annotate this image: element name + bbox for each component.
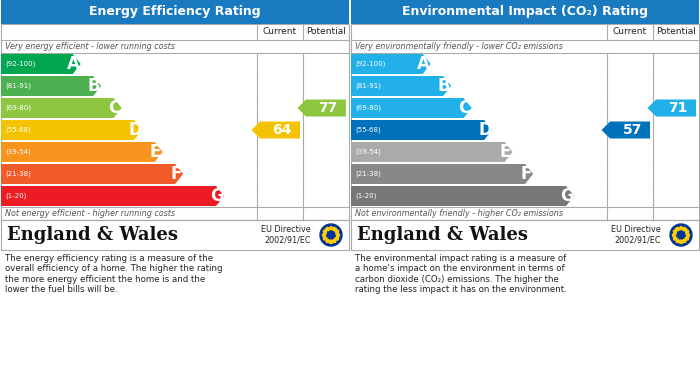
Polygon shape bbox=[682, 239, 687, 243]
Polygon shape bbox=[686, 233, 690, 237]
Text: 64: 64 bbox=[272, 123, 292, 137]
Text: Potential: Potential bbox=[306, 27, 346, 36]
Text: C: C bbox=[458, 99, 471, 117]
Polygon shape bbox=[1, 164, 183, 184]
Text: Very energy efficient - lower running costs: Very energy efficient - lower running co… bbox=[5, 42, 175, 51]
Text: (39-54): (39-54) bbox=[355, 149, 381, 155]
Text: 57: 57 bbox=[622, 123, 642, 137]
Polygon shape bbox=[673, 236, 677, 240]
Circle shape bbox=[670, 224, 692, 246]
Text: D: D bbox=[128, 121, 142, 139]
Circle shape bbox=[320, 224, 342, 246]
Text: E: E bbox=[150, 143, 161, 161]
Text: Very environmentally friendly - lower CO₂ emissions: Very environmentally friendly - lower CO… bbox=[355, 42, 563, 51]
Text: Energy Efficiency Rating: Energy Efficiency Rating bbox=[89, 5, 261, 18]
Text: (1-20): (1-20) bbox=[5, 193, 27, 199]
Text: (39-54): (39-54) bbox=[5, 149, 31, 155]
Polygon shape bbox=[323, 236, 327, 240]
Polygon shape bbox=[351, 186, 574, 206]
Text: C: C bbox=[108, 99, 121, 117]
Text: England & Wales: England & Wales bbox=[7, 226, 178, 244]
Text: F: F bbox=[520, 165, 532, 183]
Polygon shape bbox=[1, 120, 142, 140]
Polygon shape bbox=[335, 236, 339, 240]
Polygon shape bbox=[298, 99, 346, 117]
Text: (1-20): (1-20) bbox=[355, 193, 377, 199]
Text: G: G bbox=[210, 187, 224, 205]
Bar bbox=[1, 0, 349, 24]
Polygon shape bbox=[251, 122, 300, 138]
Polygon shape bbox=[329, 240, 333, 244]
Polygon shape bbox=[323, 230, 327, 233]
Bar bbox=[351, 0, 699, 24]
Polygon shape bbox=[326, 239, 330, 243]
Polygon shape bbox=[601, 122, 650, 138]
Text: (69-80): (69-80) bbox=[355, 105, 381, 111]
Text: B: B bbox=[88, 77, 101, 95]
Bar bbox=[351, 220, 699, 250]
Polygon shape bbox=[351, 76, 452, 96]
Text: (92-100): (92-100) bbox=[355, 61, 386, 67]
Polygon shape bbox=[679, 240, 683, 244]
Text: F: F bbox=[170, 165, 182, 183]
Polygon shape bbox=[322, 233, 326, 237]
Text: Not energy efficient - higher running costs: Not energy efficient - higher running co… bbox=[5, 209, 175, 218]
Polygon shape bbox=[676, 239, 680, 243]
Text: A: A bbox=[67, 55, 80, 73]
Polygon shape bbox=[351, 120, 492, 140]
Text: 71: 71 bbox=[668, 101, 688, 115]
Polygon shape bbox=[648, 99, 696, 117]
Polygon shape bbox=[329, 226, 333, 230]
Polygon shape bbox=[682, 227, 687, 231]
Text: The energy efficiency rating is a measure of the
overall efficiency of a home. T: The energy efficiency rating is a measur… bbox=[5, 254, 223, 294]
Text: Environmental Impact (CO₂) Rating: Environmental Impact (CO₂) Rating bbox=[402, 5, 648, 18]
Polygon shape bbox=[685, 236, 689, 240]
Text: B: B bbox=[438, 77, 451, 95]
Text: England & Wales: England & Wales bbox=[357, 226, 528, 244]
Text: EU Directive
2002/91/EC: EU Directive 2002/91/EC bbox=[261, 225, 311, 245]
Text: (21-38): (21-38) bbox=[5, 171, 31, 177]
Text: (81-91): (81-91) bbox=[355, 83, 381, 89]
Polygon shape bbox=[1, 186, 224, 206]
Text: (55-68): (55-68) bbox=[355, 127, 381, 133]
Polygon shape bbox=[336, 233, 340, 237]
Text: D: D bbox=[478, 121, 492, 139]
Text: (81-91): (81-91) bbox=[5, 83, 31, 89]
Polygon shape bbox=[676, 227, 680, 231]
Text: G: G bbox=[560, 187, 574, 205]
Polygon shape bbox=[326, 227, 330, 231]
Text: (69-80): (69-80) bbox=[5, 105, 31, 111]
Polygon shape bbox=[335, 230, 339, 233]
Text: E: E bbox=[500, 143, 511, 161]
Text: The environmental impact rating is a measure of
a home's impact on the environme: The environmental impact rating is a mea… bbox=[355, 254, 567, 294]
Text: (55-68): (55-68) bbox=[5, 127, 31, 133]
Polygon shape bbox=[332, 239, 337, 243]
Text: (21-38): (21-38) bbox=[355, 171, 381, 177]
Text: EU Directive
2002/91/EC: EU Directive 2002/91/EC bbox=[611, 225, 661, 245]
Polygon shape bbox=[673, 230, 677, 233]
Polygon shape bbox=[679, 226, 683, 230]
Text: Not environmentally friendly - higher CO₂ emissions: Not environmentally friendly - higher CO… bbox=[355, 209, 563, 218]
Bar bbox=[1, 220, 349, 250]
Text: A: A bbox=[417, 55, 430, 73]
Polygon shape bbox=[332, 227, 337, 231]
Polygon shape bbox=[351, 98, 472, 118]
Polygon shape bbox=[1, 76, 102, 96]
Text: Current: Current bbox=[263, 27, 297, 36]
Polygon shape bbox=[351, 142, 512, 162]
Text: (92-100): (92-100) bbox=[5, 61, 36, 67]
Text: Potential: Potential bbox=[656, 27, 696, 36]
Bar bbox=[1, 24, 349, 220]
Polygon shape bbox=[351, 54, 430, 74]
Text: 77: 77 bbox=[318, 101, 337, 115]
Polygon shape bbox=[685, 230, 689, 233]
Polygon shape bbox=[672, 233, 676, 237]
Polygon shape bbox=[351, 164, 533, 184]
Polygon shape bbox=[1, 98, 122, 118]
Polygon shape bbox=[1, 54, 80, 74]
Text: Current: Current bbox=[613, 27, 647, 36]
Polygon shape bbox=[1, 142, 162, 162]
Bar bbox=[351, 24, 699, 220]
